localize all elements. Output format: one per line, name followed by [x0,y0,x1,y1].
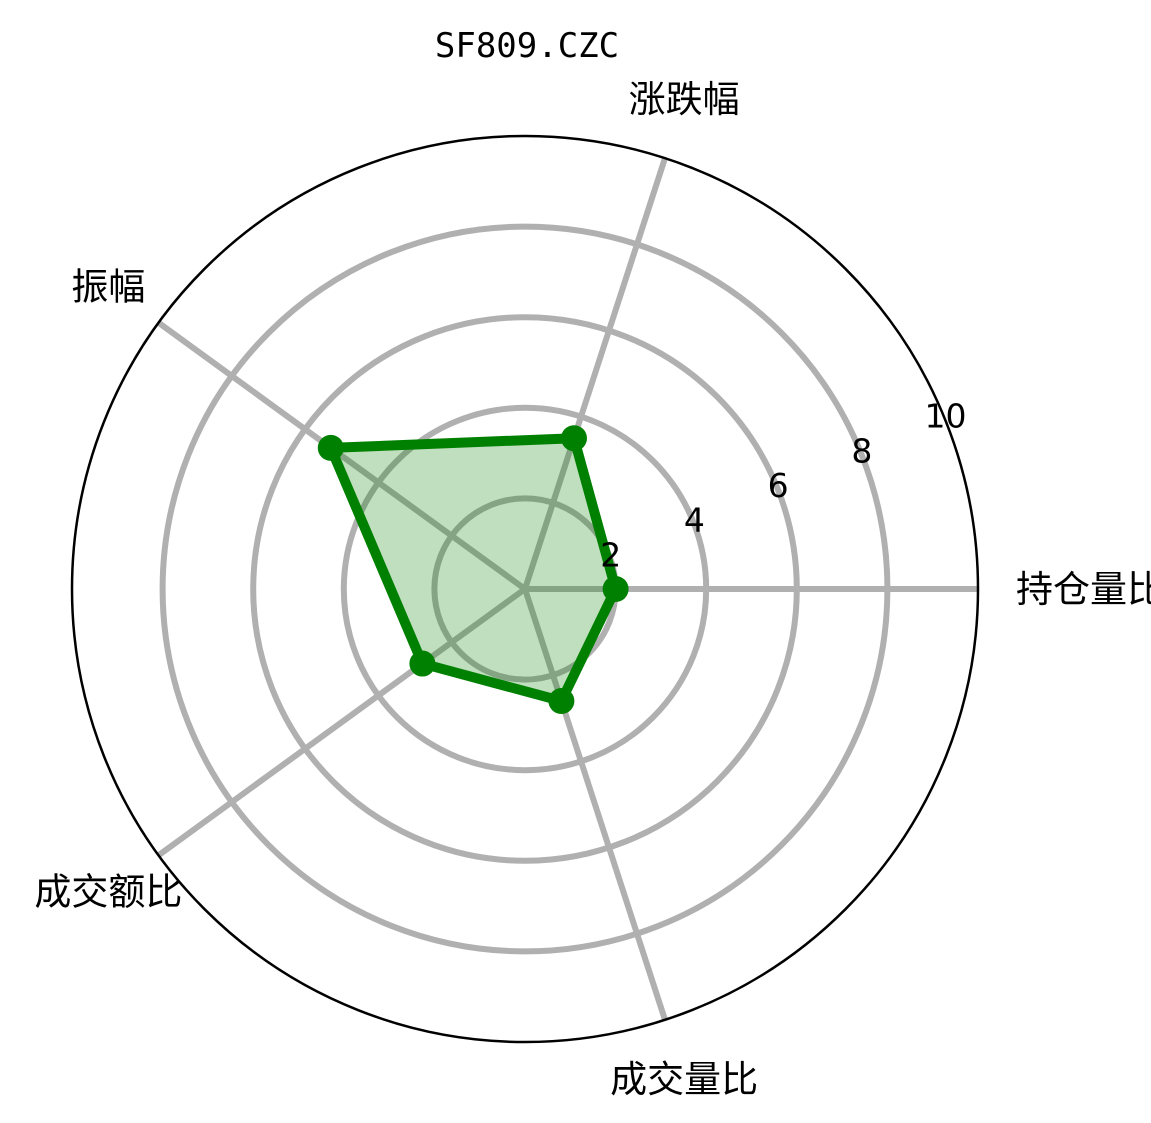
polar-frame [70,134,980,1044]
data-point [560,425,587,452]
spoke-2 [522,157,668,590]
category-label: 成交额比 [34,871,182,914]
category-label: 涨跌幅 [629,78,740,121]
spoke-4 [156,586,527,858]
radial-tick-label: 8 [851,431,872,470]
data-point [409,650,436,677]
radar-grid [70,134,980,1044]
spoke-5 [522,588,668,1021]
radial-tick-label: 10 [925,397,967,436]
chart-title: SF809.CZC [435,26,619,66]
category-label: 成交量比 [610,1058,758,1101]
radial-tick-label: 4 [684,501,705,540]
category-label: 振幅 [71,265,145,308]
radial-tick-label: 2 [600,535,621,574]
category-label: 持仓量比 [1016,568,1151,611]
radial-tick-label: 6 [768,466,789,505]
data-point [602,576,629,602]
series-area [330,438,616,701]
series-line [325,433,621,706]
spoke-3 [156,320,527,592]
data-point [317,434,344,461]
data-point [548,688,575,715]
radar-data [317,425,629,715]
